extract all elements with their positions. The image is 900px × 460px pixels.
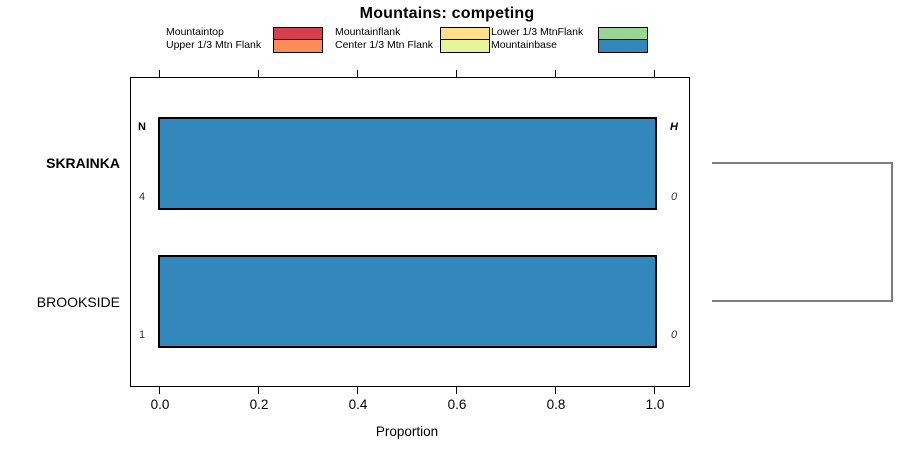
n-column-header: N xyxy=(138,121,146,133)
skrainka-h-value: 0 xyxy=(670,191,678,203)
x-tick-label: 0.8 xyxy=(546,397,566,412)
brookside-n-value: 1 xyxy=(138,329,146,341)
bottom-tick-1.0 xyxy=(654,387,655,394)
legend-label-mountainflank: Mountainflank xyxy=(335,26,401,38)
legend-label-lower-flank: Lower 1/3 MtnFlank xyxy=(491,26,584,38)
top-tick-0.8 xyxy=(555,70,556,77)
legend-swatches xyxy=(598,27,648,53)
brookside-h-value: 0 xyxy=(670,329,678,341)
x-axis-title: Proportion xyxy=(375,424,439,439)
legend-labels: Mountainflank Center 1/3 Mtn Flank xyxy=(335,26,433,52)
legend-label-mountainbase: Mountainbase xyxy=(491,39,557,51)
bottom-tick-0.4 xyxy=(357,387,358,394)
legend-column-2: Mountainflank Center 1/3 Mtn Flank xyxy=(335,26,490,53)
x-tick-label: 1.0 xyxy=(645,397,665,412)
top-tick-1.0 xyxy=(654,70,655,77)
top-tick-0.0 xyxy=(159,70,160,77)
legend-swatches xyxy=(273,27,323,53)
legend-label-center-flank: Center 1/3 Mtn Flank xyxy=(335,39,434,51)
legend-label-mountaintop: Mountaintop xyxy=(166,26,224,38)
bottom-tick-0.0 xyxy=(159,387,160,394)
row-label-brookside: BROOKSIDE xyxy=(36,294,120,310)
x-tick-label: 0.0 xyxy=(150,397,170,412)
legend-column-1: Mountaintop Upper 1/3 Mtn Flank xyxy=(166,26,323,53)
legend-swatch-mountaintop xyxy=(273,27,323,40)
bottom-tick-0.8 xyxy=(555,387,556,394)
legend-swatch-upper-flank xyxy=(273,40,323,53)
bottom-tick-0.2 xyxy=(258,387,259,394)
top-tick-0.4 xyxy=(357,70,358,77)
legend-swatch-lower-flank xyxy=(598,27,648,40)
dendrogram-bracket xyxy=(712,162,893,302)
legend-swatch-mountainflank xyxy=(440,27,490,40)
top-tick-0.6 xyxy=(456,70,457,77)
row-label-skrainka: SKRAINKA xyxy=(46,155,120,171)
chart-title: Mountains: competing xyxy=(359,5,535,22)
h-column-header: H xyxy=(670,121,678,133)
x-tick-label: 0.6 xyxy=(447,397,467,412)
bar-skrainka xyxy=(158,117,657,210)
legend-column-3: Lower 1/3 MtnFlank Mountainbase xyxy=(491,26,648,53)
legend-labels: Lower 1/3 MtnFlank Mountainbase xyxy=(491,26,583,52)
legend-swatches xyxy=(440,27,490,53)
bottom-tick-0.6 xyxy=(456,387,457,394)
legend-swatch-mountainbase xyxy=(598,40,648,53)
legend-swatch-center-flank xyxy=(440,40,490,53)
skrainka-n-value: 4 xyxy=(138,191,146,203)
bar-brookside xyxy=(158,255,657,348)
legend-labels: Mountaintop Upper 1/3 Mtn Flank xyxy=(166,26,261,52)
x-tick-label: 0.4 xyxy=(348,397,368,412)
top-tick-0.2 xyxy=(258,70,259,77)
legend-label-upper-flank: Upper 1/3 Mtn Flank xyxy=(166,39,262,51)
x-tick-label: 0.2 xyxy=(249,397,269,412)
